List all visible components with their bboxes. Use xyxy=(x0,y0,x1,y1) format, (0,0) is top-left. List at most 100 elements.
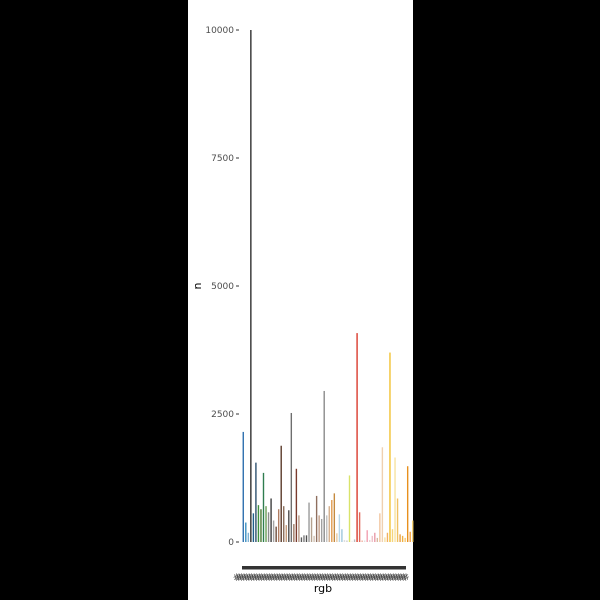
x-tick-label: # xyxy=(388,572,400,584)
bar xyxy=(399,534,401,542)
bar xyxy=(323,390,325,542)
x-tick-label: # xyxy=(380,572,392,584)
x-tick-label: # xyxy=(396,572,408,584)
x-tick-label: # xyxy=(257,572,269,584)
bar xyxy=(366,530,368,542)
x-tick-label: # xyxy=(391,572,403,584)
bar xyxy=(338,514,341,542)
x-tick-label: # xyxy=(300,572,312,584)
bar xyxy=(277,509,280,542)
x-tick-label: # xyxy=(398,572,410,584)
x-tick-label: # xyxy=(340,572,352,584)
bar xyxy=(270,498,272,542)
bar xyxy=(394,457,396,542)
bar xyxy=(280,445,282,542)
bar xyxy=(386,532,389,542)
bar xyxy=(353,539,356,542)
x-tick-label: # xyxy=(373,572,385,584)
bar xyxy=(326,515,328,542)
x-tick-label: # xyxy=(251,572,263,584)
bar xyxy=(379,513,381,542)
bar xyxy=(265,506,267,542)
x-tick-label: # xyxy=(363,572,375,584)
x-tick-label: # xyxy=(305,572,317,584)
x-tick-label: # xyxy=(284,572,296,584)
x-tick-label: # xyxy=(325,572,337,584)
x-tick-label: # xyxy=(370,572,382,584)
bar xyxy=(406,466,409,542)
x-tick-label: # xyxy=(246,572,258,584)
bar xyxy=(412,520,414,542)
bar xyxy=(247,532,250,542)
x-tick-label: # xyxy=(282,572,294,584)
bar xyxy=(242,431,244,542)
bar xyxy=(272,520,275,542)
x-tick-label: # xyxy=(287,572,299,584)
bar xyxy=(391,529,394,542)
x-tick-label: # xyxy=(307,572,319,584)
y-axis: 0 2500 5000 7500 10000 xyxy=(205,26,239,548)
bar xyxy=(363,540,366,542)
x-tick-label: # xyxy=(241,572,253,584)
x-tick-label: # xyxy=(365,572,377,584)
x-tick-label: # xyxy=(332,572,344,584)
x-tick-label: # xyxy=(375,572,387,584)
x-tick-label: # xyxy=(294,572,306,584)
bar xyxy=(389,352,391,542)
x-axis-title: rgb xyxy=(314,582,332,595)
bar xyxy=(303,535,305,542)
bar xyxy=(245,522,247,542)
bar xyxy=(346,540,348,542)
bar xyxy=(343,539,346,542)
x-tick-label: # xyxy=(267,572,279,584)
bar xyxy=(283,506,285,542)
bar xyxy=(310,517,313,542)
bar xyxy=(255,462,257,542)
x-tick-label: # xyxy=(302,572,314,584)
bar xyxy=(341,529,343,542)
x-tick-label: # xyxy=(234,572,246,584)
bar xyxy=(401,535,404,542)
bar xyxy=(315,495,318,542)
y-tick-label: 7500 xyxy=(211,154,234,164)
bar xyxy=(351,540,353,542)
bar xyxy=(260,509,262,542)
x-tick-label: # xyxy=(320,572,332,584)
x-tick-band xyxy=(242,566,406,570)
bar xyxy=(318,515,320,542)
bar xyxy=(288,510,290,542)
x-tick-label: # xyxy=(231,572,243,584)
bar xyxy=(257,505,260,542)
bar xyxy=(331,500,333,542)
bar xyxy=(336,533,338,542)
x-tick-label: # xyxy=(244,572,256,584)
bar xyxy=(384,537,386,542)
x-tick-label: # xyxy=(259,572,271,584)
x-tick-label: # xyxy=(272,572,284,584)
x-tick-label: # xyxy=(322,572,334,584)
bar xyxy=(409,531,411,542)
x-tick-label: # xyxy=(368,572,380,584)
x-tick-label: # xyxy=(330,572,342,584)
y-tick-label: 2500 xyxy=(211,410,234,420)
bar xyxy=(356,333,358,542)
x-tick-label: # xyxy=(289,572,301,584)
bar xyxy=(404,537,406,542)
bar xyxy=(275,526,277,542)
bar xyxy=(371,535,373,542)
x-tick-label: # xyxy=(348,572,360,584)
x-tick-label: # xyxy=(386,572,398,584)
bar xyxy=(320,518,323,542)
bar xyxy=(290,412,293,542)
x-tick-label: # xyxy=(343,572,355,584)
x-tick-label: # xyxy=(393,572,405,584)
x-tick-label: # xyxy=(335,572,347,584)
x-tick-label: # xyxy=(315,572,327,584)
x-tick-label: # xyxy=(269,572,281,584)
x-tick-label: # xyxy=(279,572,291,584)
bar xyxy=(374,532,376,542)
x-tick-label: # xyxy=(249,572,261,584)
bar xyxy=(262,472,265,542)
bar xyxy=(298,515,300,542)
bar xyxy=(308,502,310,542)
